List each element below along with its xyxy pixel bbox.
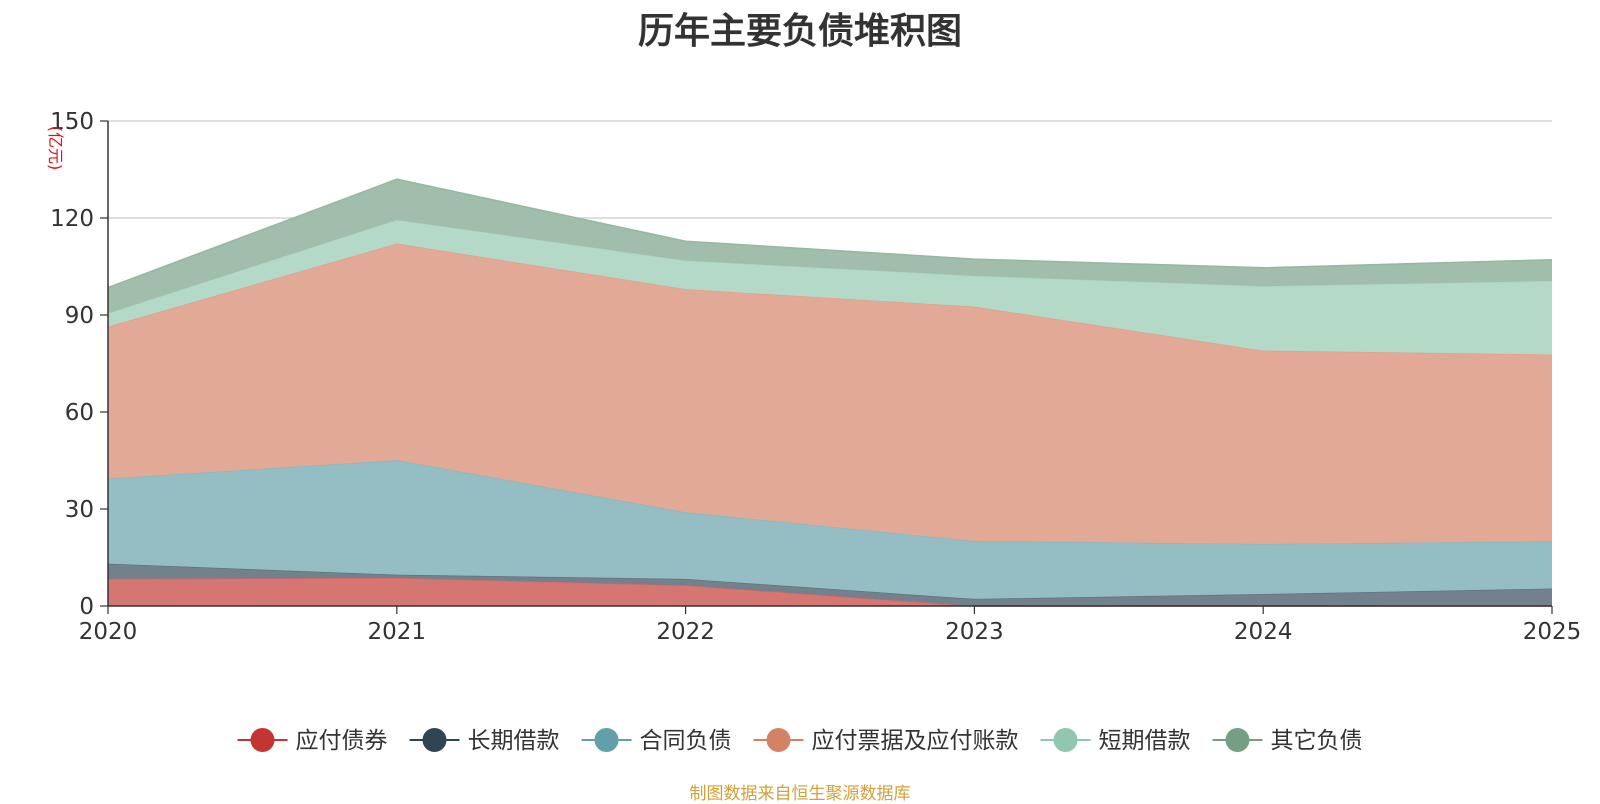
- legend-item-4[interactable]: 应付票据及应付账款: [753, 728, 1019, 754]
- legend-marker: [422, 728, 447, 752]
- legend-marker: [1053, 728, 1078, 752]
- legend-item-3[interactable]: 合同负债: [581, 728, 732, 754]
- legend-label: 应付债券: [296, 728, 388, 754]
- legend-marker: [1225, 728, 1250, 752]
- legend-marker: [250, 728, 275, 752]
- area-line-series-6: [107, 178, 1553, 289]
- area-series-3: [108, 460, 1552, 599]
- legend-label: 合同负债: [640, 728, 732, 754]
- legend-marker: [594, 728, 619, 752]
- area-series-5: [108, 219, 1552, 355]
- x-tick-label: 2022: [656, 619, 715, 645]
- y-axis-unit-label: (亿元): [46, 126, 65, 171]
- x-tick-label: 2023: [945, 619, 1004, 645]
- y-tick-label: 120: [50, 206, 94, 232]
- y-tick-label: 0: [79, 594, 94, 620]
- legend-marker: [766, 728, 791, 752]
- legend-label: 其它负债: [1271, 728, 1363, 754]
- area-series-1: [108, 577, 1552, 606]
- source-note: 制图数据来自恒生聚源数据库: [689, 784, 911, 804]
- legend-label: 长期借款: [468, 728, 560, 754]
- x-tick-label: 2020: [79, 619, 138, 645]
- legend-item-5[interactable]: 短期借款: [1040, 728, 1191, 754]
- legend-label: 应付票据及应付账款: [812, 728, 1019, 754]
- y-tick-label: 60: [65, 400, 94, 426]
- x-tick-label: 2021: [368, 619, 427, 645]
- y-tick-label: 90: [65, 303, 94, 329]
- area-series-6: [108, 179, 1552, 314]
- y-tick-label: 30: [65, 497, 94, 523]
- area-series-4: [108, 243, 1552, 544]
- area-line-series-2: [107, 562, 1553, 600]
- legend-item-6[interactable]: 其它负债: [1212, 728, 1363, 754]
- legend-label: 短期借款: [1099, 728, 1191, 754]
- legend-item-2[interactable]: 长期借款: [409, 728, 560, 754]
- x-tick-label: 2025: [1523, 619, 1582, 645]
- y-tick-label: 150: [50, 109, 94, 135]
- x-tick-label: 2024: [1234, 619, 1293, 645]
- chart-title: 历年主要负债堆积图: [637, 11, 962, 52]
- legend-item-1[interactable]: 应付债券: [237, 728, 388, 754]
